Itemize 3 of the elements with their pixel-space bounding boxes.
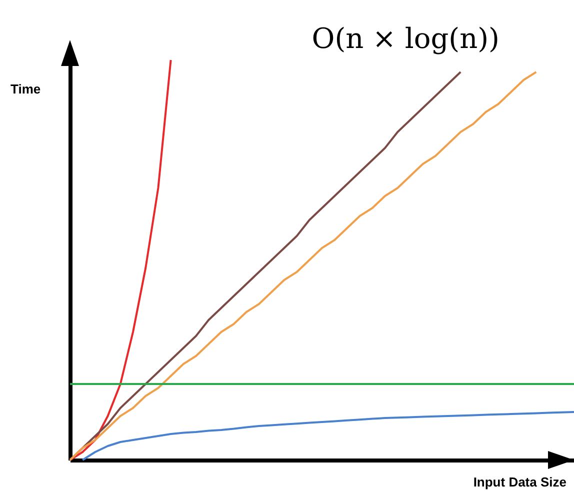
y-axis-title: Time <box>10 82 41 96</box>
x-axis-title: Input Data Size <box>473 474 566 490</box>
series-label: O(n × log(n)) <box>312 22 500 55</box>
